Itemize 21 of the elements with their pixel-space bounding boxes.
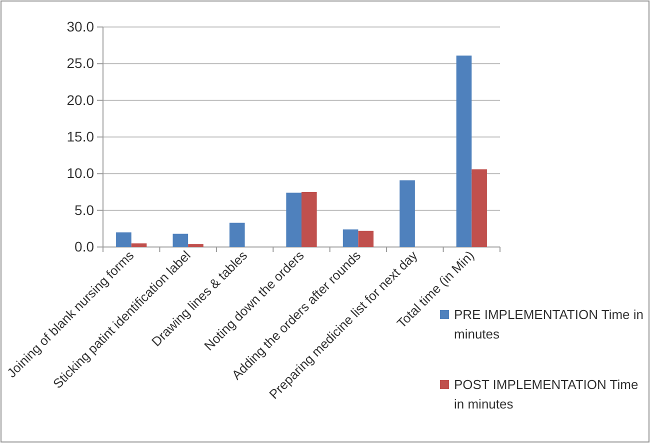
y-tick-label: 25.0	[66, 55, 94, 72]
bar	[302, 192, 317, 247]
bar	[472, 169, 487, 247]
y-tick-label: 15.0	[66, 128, 94, 144]
bar	[131, 243, 147, 247]
y-tick-label: 30.0	[66, 18, 94, 34]
bar	[286, 192, 302, 247]
legend-label: POST IMPLEMENTATION Time in minutes	[454, 377, 638, 412]
bar	[342, 229, 358, 247]
y-tick-label: 20.0	[66, 92, 94, 108]
bar	[229, 222, 245, 247]
bar	[116, 232, 132, 247]
bar	[188, 244, 204, 247]
bar	[456, 56, 472, 247]
legend-label: PRE IMPLEMENTATION Time in minutes	[454, 307, 644, 342]
bar	[172, 234, 188, 247]
bar	[358, 230, 374, 247]
y-tick-label: 10.0	[66, 165, 94, 182]
y-tick-label: 0.0	[74, 238, 94, 254]
bar	[400, 180, 415, 247]
y-tick-label: 5.0	[74, 202, 94, 218]
